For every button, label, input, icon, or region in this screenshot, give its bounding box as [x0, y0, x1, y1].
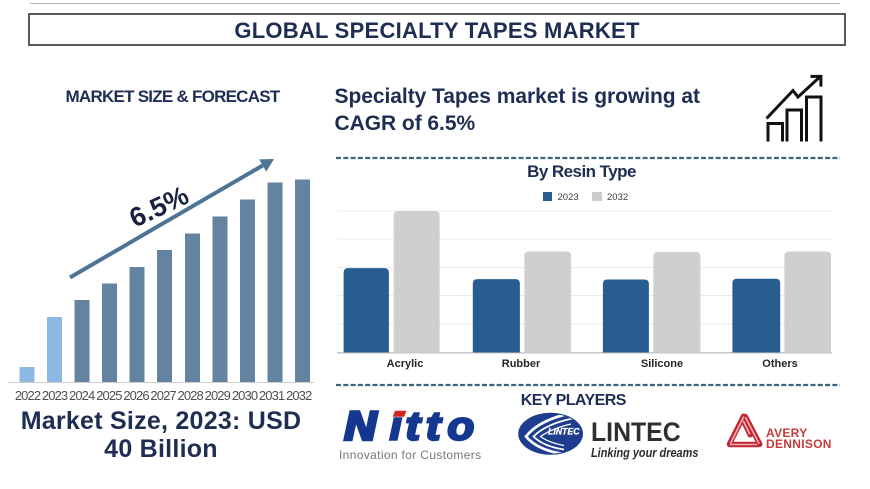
svg-text:LINTEC: LINTEC	[548, 427, 580, 437]
